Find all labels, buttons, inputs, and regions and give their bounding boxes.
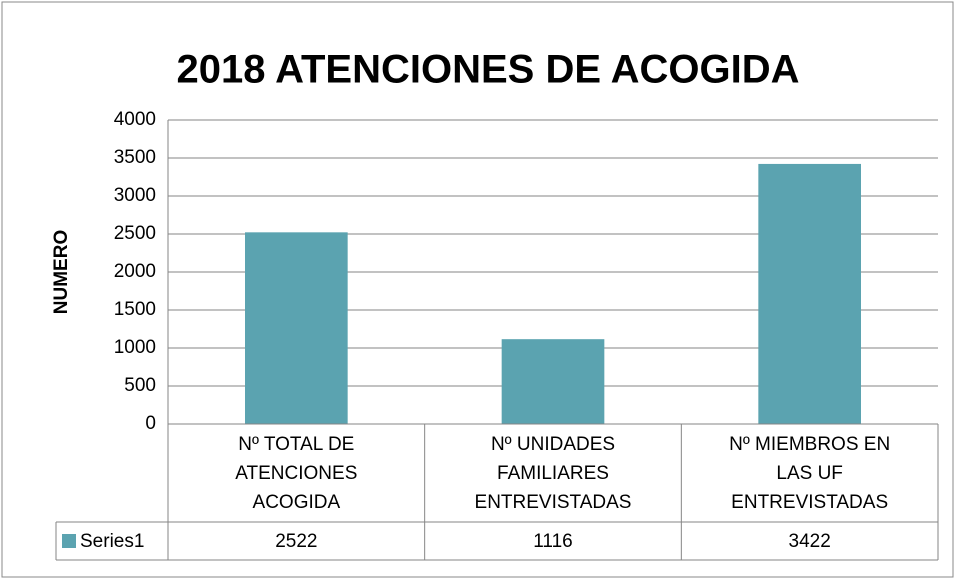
legend-label: Series1	[80, 531, 144, 552]
y-tick-label: 3000	[114, 185, 156, 206]
y-tick-label: 3500	[114, 147, 156, 168]
table-value: 1116	[533, 531, 572, 552]
y-tick-label: 2500	[114, 223, 156, 244]
table-value: 3422	[789, 531, 831, 552]
y-axis-label: NUMERO	[51, 230, 72, 314]
legend-key	[62, 534, 76, 548]
y-tick-label: 500	[124, 375, 156, 396]
bar	[501, 339, 605, 424]
y-tick-label: 0	[145, 413, 156, 434]
y-tick-label: 4000	[114, 109, 156, 130]
bar	[245, 232, 348, 424]
x-tick-label: Nº MIEMBROS EN LAS UF ENTREVISTADAS	[729, 434, 891, 513]
x-tick-label: Nº UNIDADES FAMILIARES ENTREVISTADAS	[474, 434, 632, 513]
bar	[758, 163, 861, 425]
y-tick-label: 1500	[114, 299, 156, 320]
table-value: 2522	[275, 531, 317, 552]
x-tick-label: Nº TOTAL DE ATENCIONES ACOGIDA	[235, 434, 358, 513]
chart-title: 2018 ATENCIONES DE ACOGIDA	[176, 48, 799, 92]
y-tick-label: 2000	[114, 261, 156, 282]
y-tick-label: 1000	[114, 337, 156, 358]
